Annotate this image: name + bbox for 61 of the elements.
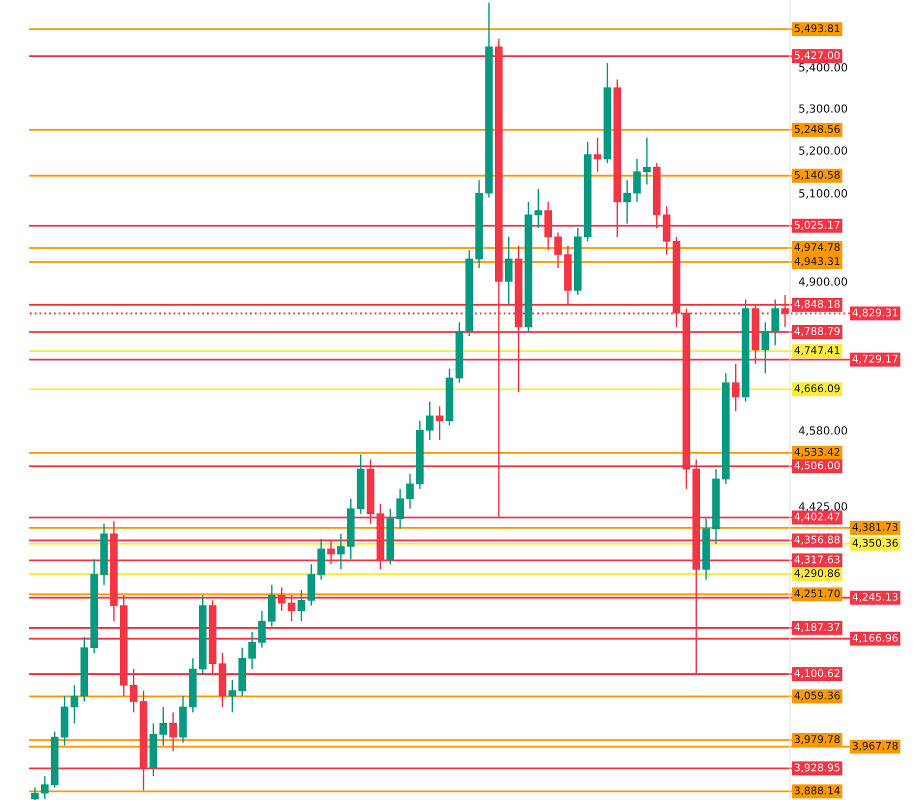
ref-line-label: 4,402.47 [794, 512, 840, 522]
y-tick-label: 5,400.00 [799, 63, 848, 73]
candlestick [159, 706, 168, 746]
candlestick [732, 363, 740, 412]
ref-line-label: 4,974.78 [794, 243, 840, 252]
candlestick [337, 533, 345, 570]
candlestick [258, 610, 266, 648]
candlestick [298, 589, 306, 622]
ref-line-label: 3,888.14 [794, 786, 840, 796]
y-tick-label: 4,580.00 [798, 426, 848, 436]
ref-line-label: 4,533.42 [794, 448, 840, 457]
candlestick [594, 136, 602, 172]
candlestick [623, 180, 631, 224]
ref-line-label: 4,245.13 [852, 592, 898, 602]
candlestick [436, 406, 444, 441]
y-tick-label: 4,900.00 [798, 277, 848, 287]
ref-line-label: 4,381.73 [852, 523, 898, 532]
y-tick-label: 5,300.00 [799, 104, 848, 114]
ref-line-label: 3,967.78 [852, 742, 898, 751]
ref-line-label: 4,059.36 [794, 692, 840, 700]
candlestick [406, 473, 414, 510]
candlestick [426, 400, 434, 441]
candlestick [762, 322, 770, 374]
ref-line-label: 4,848.18 [794, 300, 840, 309]
ref-line-label: 3,979.78 [794, 735, 840, 744]
ref-line-label: 4,729.17 [852, 354, 898, 364]
ref-line-label: 4,943.31 [794, 257, 840, 266]
ref-line-label: 4,187.37 [794, 623, 840, 632]
ref-line-label: 5,248.56 [794, 125, 840, 134]
candlestick [504, 236, 513, 305]
candlestick [396, 488, 404, 530]
ref-line-label: 4,251.70 [794, 589, 840, 598]
candlestick [771, 298, 779, 346]
candlestick [70, 684, 78, 724]
ref-line-label: 5,025.17 [794, 220, 840, 230]
candlestick [41, 776, 49, 800]
candlestick [633, 158, 641, 203]
ref-line-label: 5,427.00 [794, 51, 840, 60]
ref-line-label: 4,100.62 [794, 669, 840, 678]
y-tick-label: 5,100.00 [799, 189, 848, 199]
candlestick [554, 232, 562, 269]
ref-line-label: 4,356.88 [794, 536, 840, 545]
ref-line-label: 5,140.58 [794, 170, 840, 180]
ref-line-label: 4,290.86 [794, 569, 840, 578]
ref-line-label: 4,166.96 [852, 634, 898, 643]
ref-line-label: 4,666.09 [794, 384, 840, 394]
y-tick-label: 5,200.00 [799, 146, 848, 156]
ref-line-label: 4,317.63 [794, 556, 840, 564]
ref-line-label: 4,747.41 [794, 346, 840, 356]
candlestick [169, 712, 177, 752]
ref-line-label: 3,928.95 [794, 764, 840, 772]
ref-line-label: 4,829.31 [852, 308, 898, 318]
candlestick [643, 136, 651, 186]
ref-line-label: 4,350.36 [852, 538, 898, 548]
y-tick-label: 4,425.00 [798, 502, 848, 512]
ref-line-label: 4,788.79 [794, 327, 840, 336]
ref-line-label: 4,506.00 [794, 461, 840, 470]
candlestick [228, 679, 236, 714]
candlestick [248, 631, 256, 670]
candlestick [534, 188, 542, 229]
ref-line-label: 5,493.81 [794, 24, 840, 34]
